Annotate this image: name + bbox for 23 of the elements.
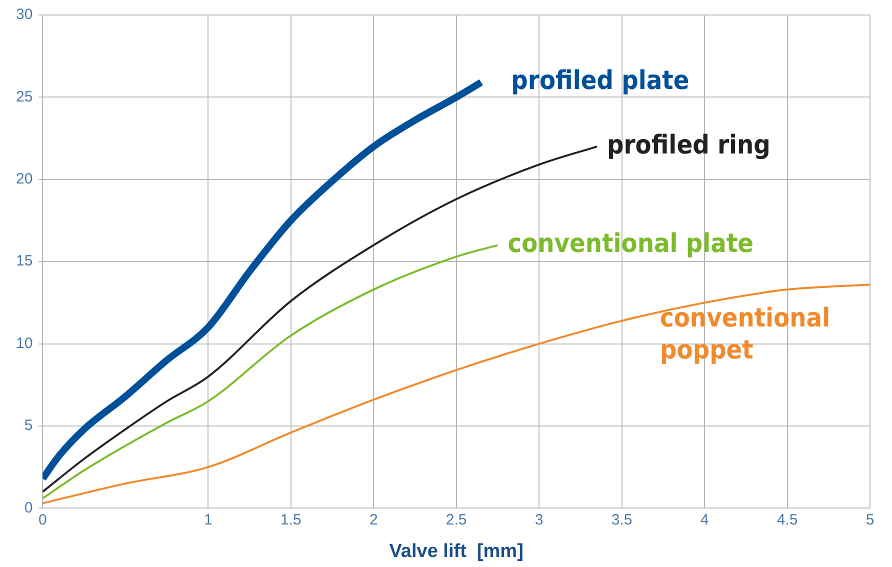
series-label: conventional poppet <box>660 303 830 366</box>
y-tick-label: 15 <box>16 252 33 270</box>
x-tick-label: 5 <box>866 511 874 528</box>
x-tick-label: 1.5 <box>280 511 302 528</box>
y-tick-label: 30 <box>16 6 33 24</box>
series-label: profiled ring <box>606 130 770 160</box>
x-tick-label: 2.5 <box>446 511 467 528</box>
y-tick-label: 10 <box>16 334 33 352</box>
x-tick-label: 0 <box>38 511 47 528</box>
series-label: conventional plate <box>508 228 754 259</box>
series-label: profiled plate <box>511 66 690 96</box>
x-tick-label: 3.5 <box>611 511 632 528</box>
y-tick-label: 20 <box>16 170 33 188</box>
x-tick-label: 2 <box>369 511 378 528</box>
x-tick-label: 3 <box>534 511 544 528</box>
x-tick-label: 4 <box>700 511 709 528</box>
x-axis-title: Valve lift [mm] <box>389 540 524 562</box>
y-tick-label: 25 <box>16 88 33 106</box>
x-tick-label: 1 <box>204 511 212 528</box>
line-series <box>42 244 499 500</box>
y-tick-label: 5 <box>24 417 33 434</box>
y-tick-label: 0 <box>24 499 33 516</box>
x-tick-label: 4.5 <box>776 511 798 528</box>
